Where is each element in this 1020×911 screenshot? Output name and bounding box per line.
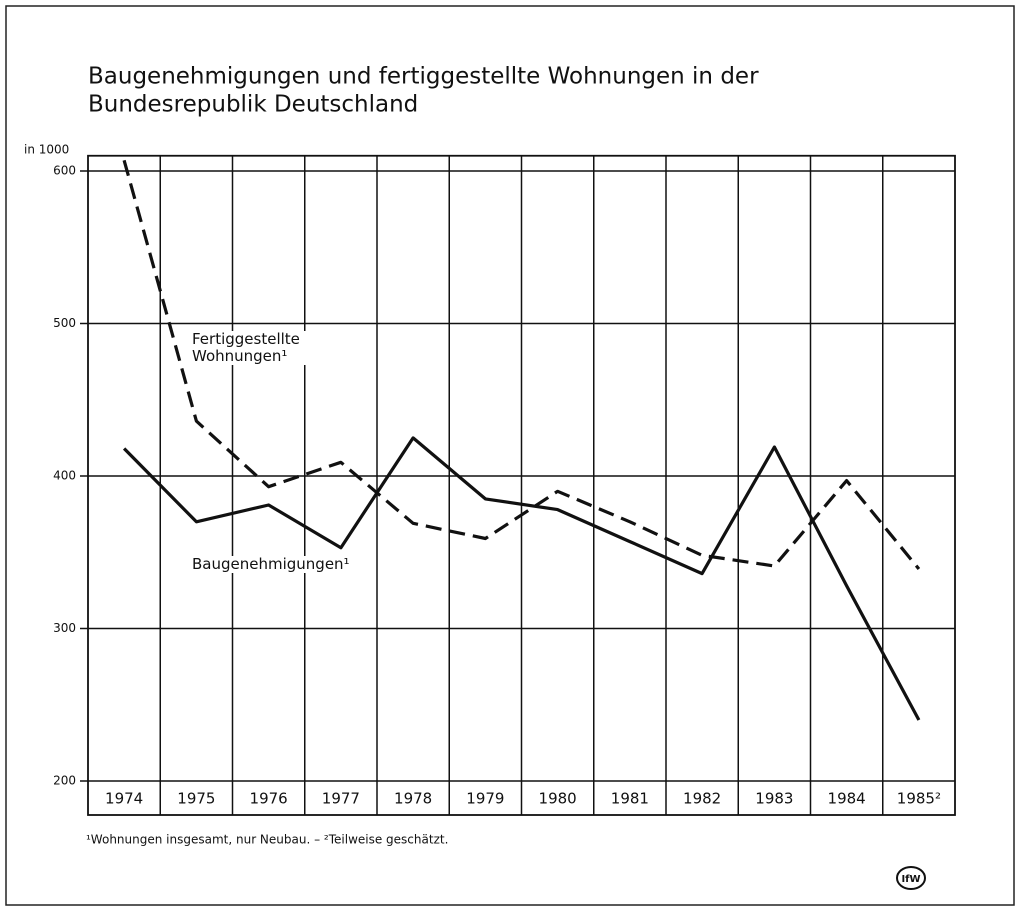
- y-tick-label: 500: [53, 316, 76, 330]
- x-tick-label: 1983: [755, 790, 793, 808]
- x-tick-label: 1984: [828, 790, 866, 808]
- x-tick-label: 1982: [683, 790, 721, 808]
- logo-ring: [896, 866, 926, 890]
- x-tick-label: 1976: [250, 790, 288, 808]
- y-unit-label: in 1000: [24, 143, 69, 157]
- logo-text: IfW: [901, 874, 920, 885]
- y-tick-label: 300: [53, 621, 76, 635]
- series-annotation: Fertiggestellte Wohnungen¹: [192, 331, 312, 365]
- x-tick-label: 1980: [539, 790, 577, 808]
- x-tick-label: 1985²: [897, 790, 941, 808]
- x-tick-label: 1975: [177, 790, 215, 808]
- chart-title: Bundesrepublik Deutschland: [88, 92, 418, 118]
- y-tick-label: 600: [53, 164, 76, 178]
- series-line: [122, 159, 921, 571]
- chart-title: Baugenehmigungen und fertiggestellte Woh…: [88, 64, 759, 90]
- x-tick-label: 1977: [322, 790, 360, 808]
- y-tick-label: 400: [53, 469, 76, 483]
- x-tick-label: 1979: [466, 790, 504, 808]
- footnote: ¹Wohnungen insgesamt, nur Neubau. – ²Tei…: [86, 833, 448, 847]
- x-tick-label: 1974: [105, 790, 143, 808]
- frame: [5, 5, 1015, 906]
- series-line: [122, 436, 921, 721]
- logo: IfW: [896, 866, 926, 890]
- y-tick-label: 200: [53, 774, 76, 788]
- x-tick-label: 1978: [394, 790, 432, 808]
- series-annotation: Baugenehmigungen¹: [192, 555, 350, 573]
- x-tick-label: 1981: [611, 790, 649, 808]
